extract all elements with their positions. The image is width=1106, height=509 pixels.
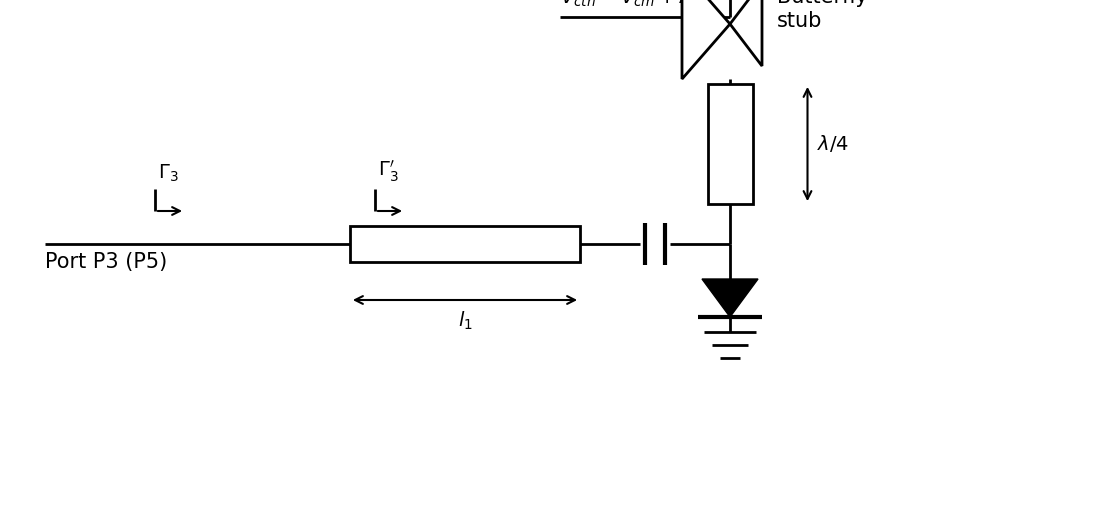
Polygon shape: [682, 0, 730, 79]
Text: Butterfly
stub: Butterfly stub: [778, 0, 868, 31]
Bar: [349, 226, 580, 262]
Text: $\lambda/4$: $\lambda/4$: [817, 133, 849, 155]
Text: $l_1$: $l_1$: [458, 310, 472, 332]
Polygon shape: [730, 0, 762, 66]
Text: $V_{ctrl}=V_{cm}+\Delta v$: $V_{ctrl}=V_{cm}+\Delta v$: [560, 0, 706, 9]
Text: $\Gamma_3$: $\Gamma_3$: [158, 163, 178, 184]
Polygon shape: [702, 279, 758, 317]
Bar: [708, 84, 752, 204]
Text: Port P3 (P5): Port P3 (P5): [45, 252, 167, 272]
Text: $\Gamma_3'$: $\Gamma_3'$: [378, 158, 398, 184]
